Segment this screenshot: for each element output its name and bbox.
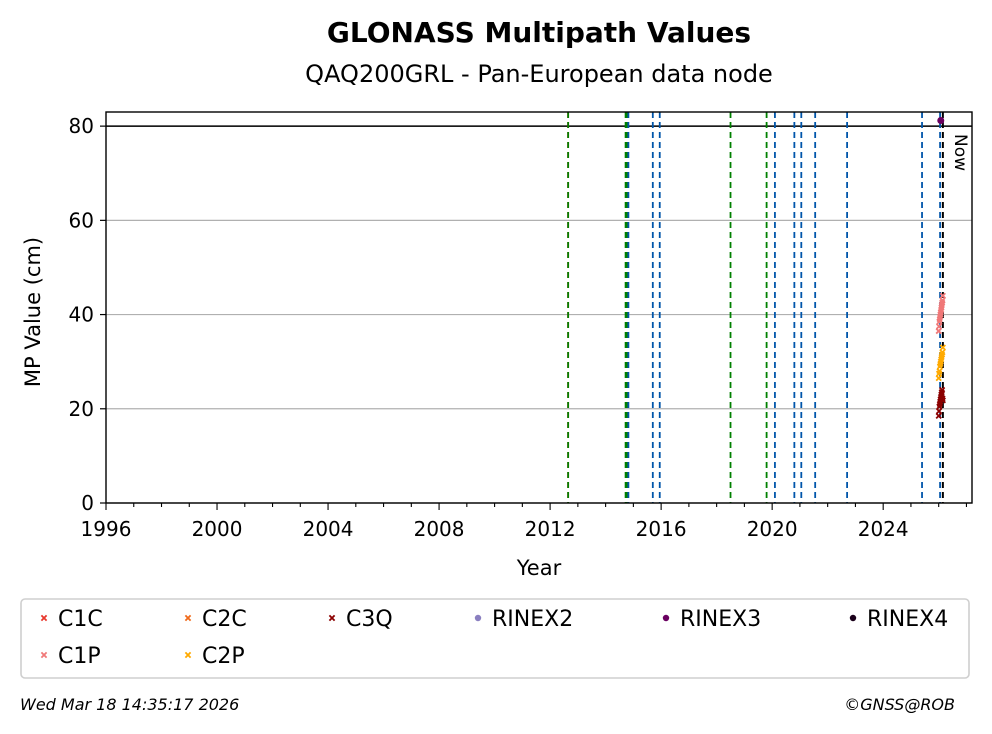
y-axis-ticks: 0 20 40 60 80 [69, 114, 106, 515]
legend-item-c1c: C1C [40, 607, 103, 632]
y-tick-label: 0 [81, 491, 94, 515]
legend-marker-c1c [40, 614, 48, 622]
point-c1p [935, 327, 942, 335]
now-label: Now [950, 134, 970, 171]
legend-item-rinex2: RINEX2 [474, 607, 573, 632]
x-axis-ticks: 1996 2000 2004 2008 2012 2016 2020 2024 [81, 503, 967, 541]
legend-item-c2c: C2C [184, 607, 247, 632]
legend-item-rinex3: RINEX3 [662, 607, 761, 632]
point-c3q [935, 412, 942, 419]
legend-box [20, 598, 970, 679]
y-tick-label: 40 [69, 303, 94, 327]
point-c2p [939, 344, 946, 351]
x-tick-label: 2024 [858, 517, 909, 541]
legend-item-c1p: C1P [40, 644, 101, 669]
plot-frame [105, 111, 973, 504]
x-tick-label: 2016 [636, 517, 687, 541]
point-c2p [939, 349, 946, 356]
point-c3q [935, 408, 943, 415]
point-c3q [939, 397, 946, 404]
x-tick-label: 1996 [81, 517, 132, 541]
legend-marker-c2p [184, 651, 192, 659]
legend-marker-c1p [40, 651, 48, 659]
chart-title: GLONASS Multipath Values [327, 16, 751, 49]
footer-copyright: ©GNSS@ROB [844, 695, 955, 714]
legend-item-c2p: C2P [184, 644, 245, 669]
legend-marker-rinex2 [474, 614, 482, 622]
grid-lines [106, 125, 972, 504]
y-axis-label: MP Value (cm) [21, 237, 45, 387]
legend-label-c3q: C3Q [346, 607, 393, 632]
x-tick-label: 2008 [414, 517, 465, 541]
legend-label-c2p: C2P [202, 644, 245, 669]
legend-marker-c3q [328, 614, 336, 622]
legend-label-rinex2: RINEX2 [492, 607, 573, 632]
event-lines [567, 112, 944, 503]
legend-label-rinex3: RINEX3 [680, 607, 761, 632]
legend: C1C C2C C3Q RINEX2 RINEX3 RINEX4 C1P C2P [40, 607, 948, 669]
point-c2p [936, 367, 943, 375]
x-tick-label: 2020 [747, 517, 798, 541]
x-axis-label: Year [516, 556, 562, 580]
y-tick-label: 20 [69, 397, 94, 421]
point-c1p [935, 323, 943, 330]
legend-item-rinex4: RINEX4 [849, 607, 948, 632]
y-tick-label: 60 [69, 208, 94, 232]
chart-subtitle: QAQ200GRL - Pan-European data node [305, 60, 773, 88]
legend-label-c1c: C1C [58, 607, 103, 632]
point-c1p [939, 297, 946, 304]
legend-label-rinex4: RINEX4 [867, 607, 948, 632]
legend-marker-rinex4 [849, 614, 857, 622]
x-tick-label: 2004 [303, 517, 354, 541]
point-c3q [938, 386, 946, 394]
footer-timestamp: Wed Mar 18 14:35:17 2026 [20, 695, 239, 714]
x-tick-label: 2012 [525, 517, 576, 541]
legend-label-c1p: C1P [58, 644, 101, 669]
x-tick-label: 2000 [192, 517, 243, 541]
legend-marker-c2c [184, 614, 192, 622]
y-tick-label: 80 [69, 114, 94, 138]
point-c1p [939, 292, 946, 299]
data-points [935, 116, 946, 419]
legend-marker-rinex3 [662, 614, 670, 622]
point-c2p [935, 375, 942, 382]
legend-label-c2c: C2C [202, 607, 247, 632]
legend-item-c3q: C3Q [328, 607, 393, 632]
point-rinex3 [937, 116, 945, 124]
